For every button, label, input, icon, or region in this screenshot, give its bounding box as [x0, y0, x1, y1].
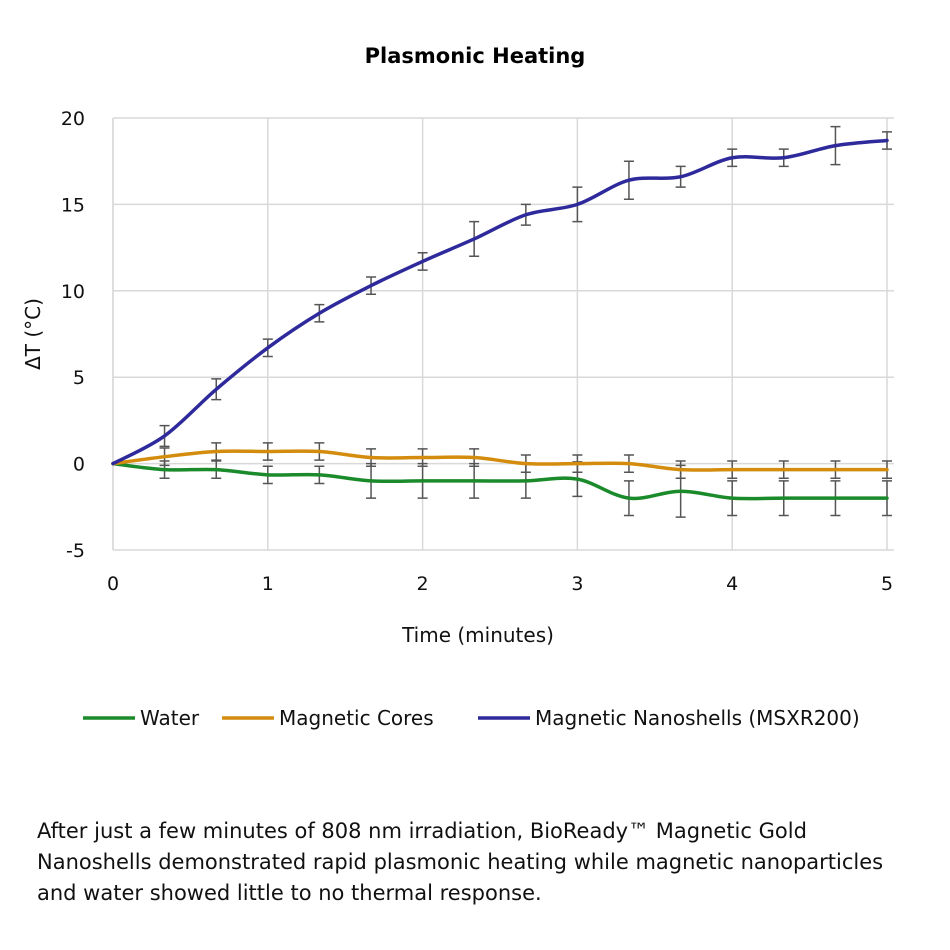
x-tick-label: 0 [107, 573, 119, 595]
series-line-1 [111, 449, 889, 472]
y-tick-label: 0 [73, 454, 85, 476]
y-tick-label: 10 [61, 281, 85, 303]
x-tick-label: 3 [571, 573, 583, 595]
y-tick-label: 20 [61, 108, 85, 130]
legend-label: Water [140, 706, 200, 730]
x-tick-label: 5 [881, 573, 893, 595]
x-tick-label: 1 [262, 573, 274, 595]
series-line-0 [111, 461, 889, 501]
y-tick-label: -5 [66, 540, 85, 562]
caption-text: After just a few minutes of 808 nm irrad… [37, 819, 884, 905]
y-tick-label: 15 [61, 194, 85, 216]
y-tick-label: 5 [73, 367, 85, 389]
legend-label: Magnetic Cores [279, 706, 434, 730]
x-axis-label: Time (minutes) [401, 623, 554, 647]
x-tick-label: 2 [417, 573, 429, 595]
legend-label: Magnetic Nanoshells (MSXR200) [535, 706, 860, 730]
chart-title: Plasmonic Heating [365, 44, 586, 68]
series-line-2 [111, 138, 889, 466]
x-tick-label: 4 [726, 573, 738, 595]
y-axis-label: ΔT (°C) [21, 298, 45, 370]
